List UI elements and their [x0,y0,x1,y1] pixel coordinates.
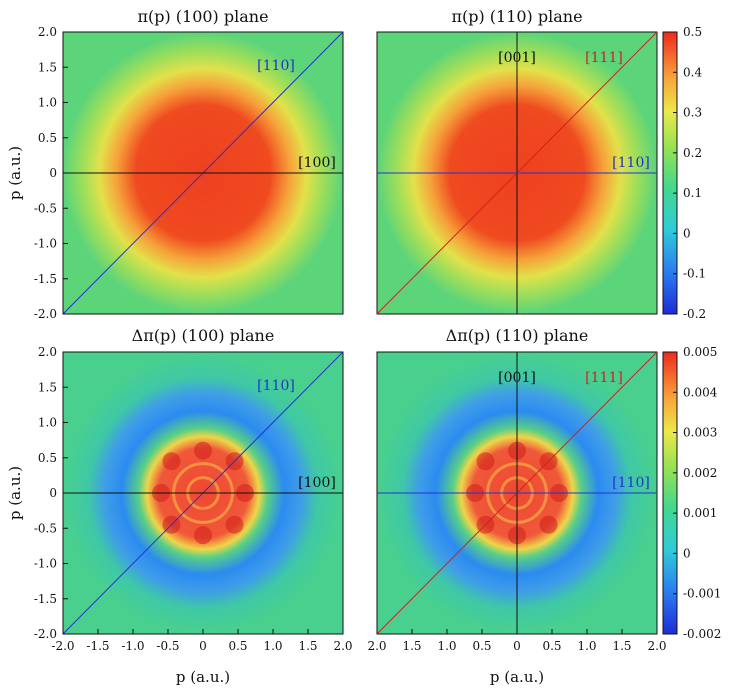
colorbar-tick-label: 0.2 [683,146,702,160]
panel-bottom-left: [110][100]2.01.51.00.50-0.5-1.0-1.5-2.0-… [34,345,353,653]
title-bottom-right: Δπ(p) (110) plane [446,326,589,345]
ytick-label: -1.0 [34,237,57,251]
xtick-label: 0.5 [472,639,491,653]
ytick-label: 0.5 [38,451,57,465]
direction-label: [001] [498,370,536,386]
heatmap-blob [539,515,558,534]
panel-top-right: [001] [111] [110] [376,31,658,315]
xtick-label: 0 [199,639,207,653]
ytick-label: 0 [49,486,57,500]
ytick-label: -0.5 [34,201,57,215]
xtick-label: -1.0 [121,639,144,653]
xtick-label: 2.0 [333,639,352,653]
direction-label: [110] [257,378,295,394]
colorbar-tick-label: 0.003 [683,426,717,440]
xtick-label: 0.5 [228,639,247,653]
xtick-label: 0 [513,639,521,653]
xtick-label: 1.0 [577,639,596,653]
direction-label: [111] [585,370,623,386]
colorbar-tick-label: -0.1 [683,267,706,281]
xtick-label: -0.5 [156,639,179,653]
direction-label: [100] [298,155,336,171]
title-bottom-left: Δπ(p) (100) plane [132,326,275,345]
xtick-label: 1.5 [612,639,631,653]
colorbar-tick-label: 0.3 [683,106,702,120]
heatmap-blob [194,526,212,545]
xtick-label: 1.0 [437,639,456,653]
colorbar-tick-label: 0.002 [683,466,717,480]
xlabel-bottom-left: p (a.u.) [176,668,230,686]
ytick-label: 0 [49,166,57,180]
direction-label: [111] [585,50,623,66]
heatmap-blob [476,452,495,471]
xtick-label: 1.5 [402,639,421,653]
ytick-label: -0.5 [34,521,57,535]
xtick-label: 2.0 [647,639,666,653]
colorbar-gradient [662,351,678,635]
xtick-label: -1.5 [86,639,109,653]
ytick-label: 1.5 [38,60,57,74]
ytick-label: -1.5 [34,592,57,606]
colorbar-tick-label: 0.001 [683,506,717,520]
heatmap-blob [162,452,181,471]
ytick-label: -1.0 [34,557,57,571]
xtick-label: 1.0 [263,639,282,653]
ylabel-bottom: p (a.u.) [6,466,24,520]
ytick-label: -1.5 [34,272,57,286]
colorbar-bottom-right: 0.005 0.004 0.003 0.002 0.001 0 -0.001 -0.002 [662,345,721,641]
direction-label: [110] [612,155,650,171]
ylabel-top: p (a.u.) [6,146,24,200]
colorbar-top-right: 0.5 0.4 0.3 0.2 0.1 0 -0.1 -0.2 [662,25,706,321]
colorbar-tick-label: -0.001 [683,587,721,601]
colorbar-tick-label: 0.4 [683,65,702,79]
direction-label: [110] [612,475,650,491]
panel-top-left: [110] [100] 2.0 1.5 1.0 0.5 0 -0.5 -1.0 -1.5 -2.0 [34,25,344,321]
title-top-right: π(p) (110) plane [451,7,582,26]
colorbar-tick-label: 0 [683,226,691,240]
panel-bottom-right: [001] [111] [110] 2.0 1.5 1.0 0.5 0 0.5 1.0 1.5 2.0 [367,351,667,653]
colorbar-gradient [662,31,678,315]
colorbar-tick-label: -0.002 [683,627,721,641]
ytick-label: 2.0 [38,25,57,39]
direction-label: [110] [257,58,295,74]
ytick-label: 0.5 [38,131,57,145]
xtick-label: -2.0 [51,639,74,653]
ytick-label: -2.0 [34,307,57,321]
xtick-label: 2.0 [367,639,386,653]
colorbar-tick-label: -0.2 [683,307,706,321]
colorbar-tick-label: 0.005 [683,345,717,359]
ytick-label: 1.0 [38,416,57,430]
title-top-left: π(p) (100) plane [137,7,268,26]
ytick-label: 1.5 [38,380,57,394]
heatmap-blob [225,515,244,534]
direction-label: [100] [298,475,336,491]
heatmap-blob [194,441,212,460]
xtick-label: 1.5 [298,639,317,653]
ytick-label: -2.0 [34,627,57,641]
xlabel-bottom-right: p (a.u.) [490,668,544,686]
colorbar-tick-label: 0.1 [683,186,702,200]
direction-label: [001] [498,50,536,66]
colorbar-tick-label: 0.5 [683,25,702,39]
ytick-label: 1.0 [38,96,57,110]
ytick-label: 2.0 [38,345,57,359]
colorbar-tick-label: 0.004 [683,385,718,399]
colorbar-tick-label: 0 [683,546,691,560]
xtick-label: 0.5 [542,639,561,653]
